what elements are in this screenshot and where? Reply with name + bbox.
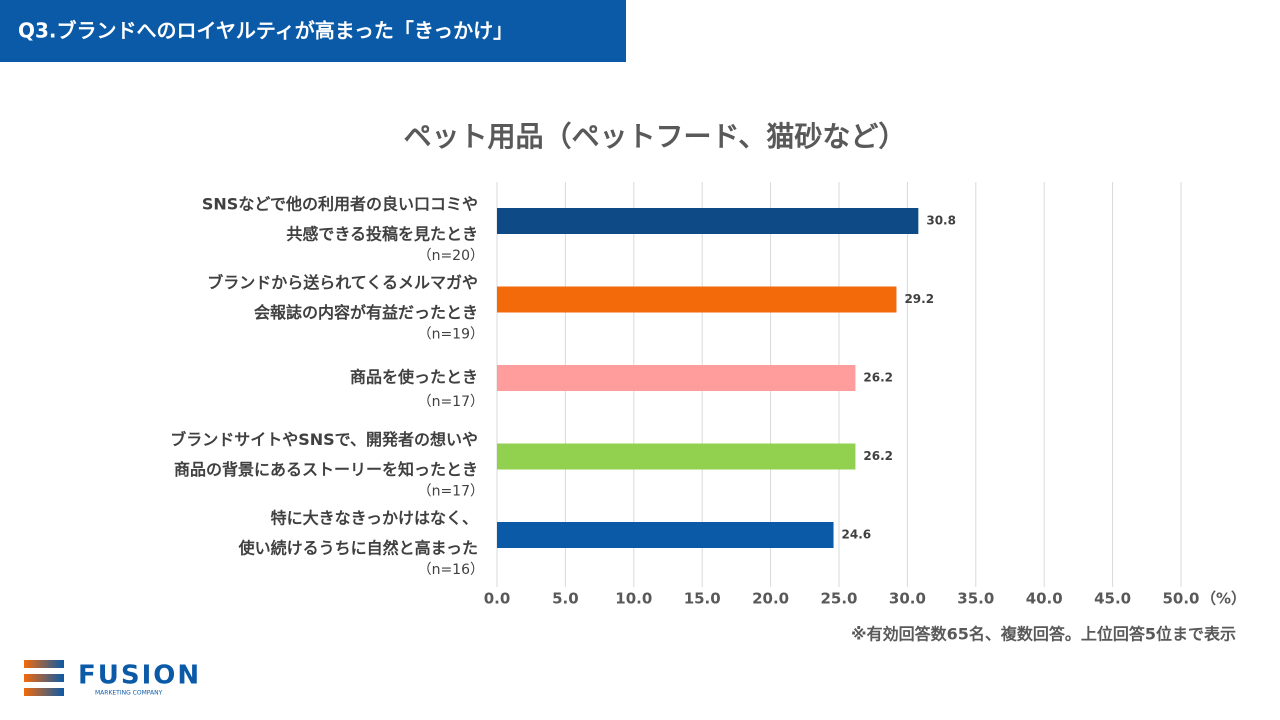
category-label: ブランドから送られてくるメルマガや	[207, 273, 478, 292]
category-label: SNSなどで他の利用者の良い口コミや	[202, 195, 478, 214]
sample-size: （n=19）	[418, 327, 484, 343]
x-tick-label: 10.0	[615, 590, 652, 608]
bar	[497, 208, 919, 234]
chart-title: ペット用品（ペットフード、猫砂など）	[404, 120, 907, 153]
x-tick-label: 40.0	[1026, 590, 1063, 608]
x-tick-label: 25.0	[820, 590, 857, 608]
x-tick-label: 20.0	[752, 590, 789, 608]
logo-stripe	[24, 688, 64, 696]
header-bar	[0, 0, 626, 62]
category-label: 商品の背景にあるストーリーを知ったとき	[174, 460, 478, 479]
logo-stripe	[24, 674, 64, 682]
bar	[497, 286, 897, 313]
header-title: Q3.ブランドへのロイヤルティが高まった「きっかけ」	[18, 19, 513, 43]
x-tick-label: 5.0	[552, 590, 579, 608]
data-label: 29.2	[904, 292, 934, 306]
category-label: 商品を使ったとき	[350, 368, 478, 387]
category-label: ブランドサイトやSNSで、開発者の想いや	[170, 430, 478, 449]
x-tick-label: 50.0	[1162, 590, 1199, 608]
category-label: 使い続けるうちに自然と高まった	[238, 539, 478, 558]
x-tick-label: 15.0	[684, 590, 721, 608]
x-tick-label: 45.0	[1094, 590, 1131, 608]
sample-size: （n=17）	[418, 484, 484, 500]
logo-tagline: MARKETING COMPANY	[95, 690, 163, 697]
category-label: 会報誌の内容が有益だったとき	[254, 303, 478, 322]
category-label: 特に大きなきっかけはなく、	[271, 509, 478, 528]
sample-size: （n=16）	[418, 562, 484, 578]
x-tick-label: 30.0	[889, 590, 926, 608]
x-unit: （%）	[1201, 590, 1246, 608]
data-label: 24.6	[842, 528, 872, 542]
bar	[497, 522, 834, 548]
data-label: 26.2	[863, 371, 893, 385]
data-label: 30.8	[926, 214, 956, 228]
category-label: 共感できる投稿を見たとき	[286, 225, 478, 244]
data-label: 26.2	[863, 449, 893, 463]
logo-name: FUSION	[78, 661, 201, 691]
x-tick-label: 35.0	[957, 590, 994, 608]
x-tick-label: 0.0	[484, 590, 511, 608]
footnote: ※有効回答数65名、複数回答。上位回答5位まで表示	[851, 625, 1236, 644]
logo: FUSION MARKETING COMPANY	[24, 660, 201, 697]
sample-size: （n=17）	[418, 394, 484, 410]
logo-stripe	[24, 660, 64, 668]
bar	[497, 365, 856, 391]
bar	[497, 443, 856, 470]
sample-size: （n=20）	[418, 248, 484, 264]
